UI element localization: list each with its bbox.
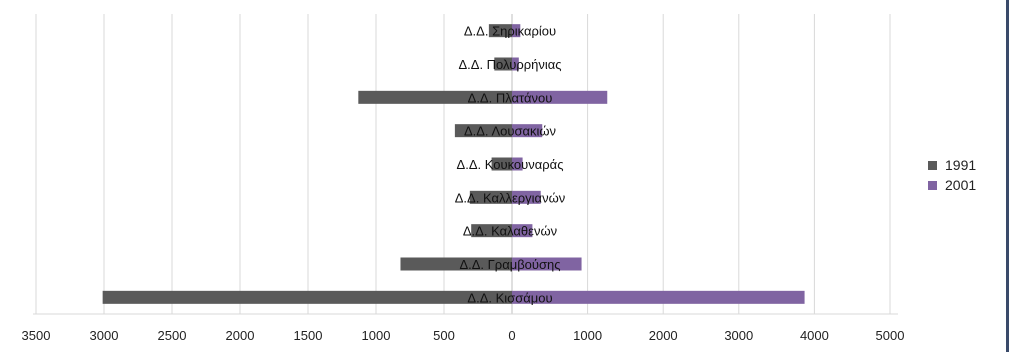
category-label-2: Δ.Δ. Πλατάνου [468,90,553,105]
bar-1991-8 [102,290,512,304]
tick-label-right-1000: 1000 [573,328,602,343]
bar-2001-8 [512,290,805,304]
window-edge-divider [1006,0,1009,352]
category-label-8: Δ.Δ. Κισσάμου [467,290,552,305]
legend-item-1991: 1991 [928,155,1002,175]
category-label-5: Δ.Δ. Καλλεργιανών [455,190,565,205]
tick-label-left-1000: 1000 [362,328,391,343]
legend-label-1991: 1991 [945,157,977,173]
bar-1991-1 [494,57,512,71]
tick-label-right-2000: 2000 [649,328,678,343]
category-label-4: Δ.Δ. Κουκουναράς [457,157,564,172]
tick-label-right-0: 0 [508,328,515,343]
bar-2001-6 [512,224,533,238]
category-label-6: Δ.Δ. Καλαθενών [463,224,557,239]
category-label-0: Δ.Δ. Σηρικαρίου [464,24,556,39]
bar-1991-4 [491,157,512,171]
tick-label-left-2500: 2500 [158,328,187,343]
legend: 1991 2001 [928,155,1002,195]
bar-1991-0 [488,24,512,38]
tick-label-left-3500: 3500 [22,328,51,343]
category-label-1: Δ.Δ. Πολυρρήνιας [458,57,561,72]
tick-label-left-2000: 2000 [226,328,255,343]
bar-2001-7 [512,257,582,271]
tick-label-left-3000: 3000 [90,328,119,343]
bar-2001-5 [512,190,541,204]
legend-item-2001: 2001 [928,175,1002,195]
bar-1991-3 [454,124,512,138]
tick-label-left-500: 500 [433,328,455,343]
bar-1991-5 [469,190,512,204]
gridlines [33,14,898,315]
bar-2001-1 [512,57,519,71]
bar-1991-2 [358,90,512,104]
category-label-7: Δ.Δ. Γραμβούσης [459,257,560,272]
tick-label-right-5000: 5000 [876,328,905,343]
category-labels: Δ.Δ. Σηρικαρίου Δ.Δ. Πολυρρήνιας Δ.Δ. Πλατ… [455,24,565,306]
bar-2001-2 [512,90,608,104]
tick-label-right-4000: 4000 [800,328,829,343]
tick-label-right-3000: 3000 [724,328,753,343]
x-axis-tick-labels: 3500 3000 2500 2000 1500 1000 500 0 1000 2000 3000… [22,328,905,343]
bars [102,24,805,304]
category-label-3: Δ.Δ. Λουσακιών [464,124,556,139]
tick-label-left-1500: 1500 [294,328,323,343]
legend-swatch-1991 [928,160,937,170]
legend-label-2001: 2001 [945,177,977,193]
bar-2001-3 [512,124,543,138]
legend-swatch-2001 [928,180,937,190]
bar-1991-6 [471,224,512,238]
bar-2001-4 [512,157,523,171]
bar-1991-7 [400,257,512,271]
bar-2001-0 [512,24,521,38]
